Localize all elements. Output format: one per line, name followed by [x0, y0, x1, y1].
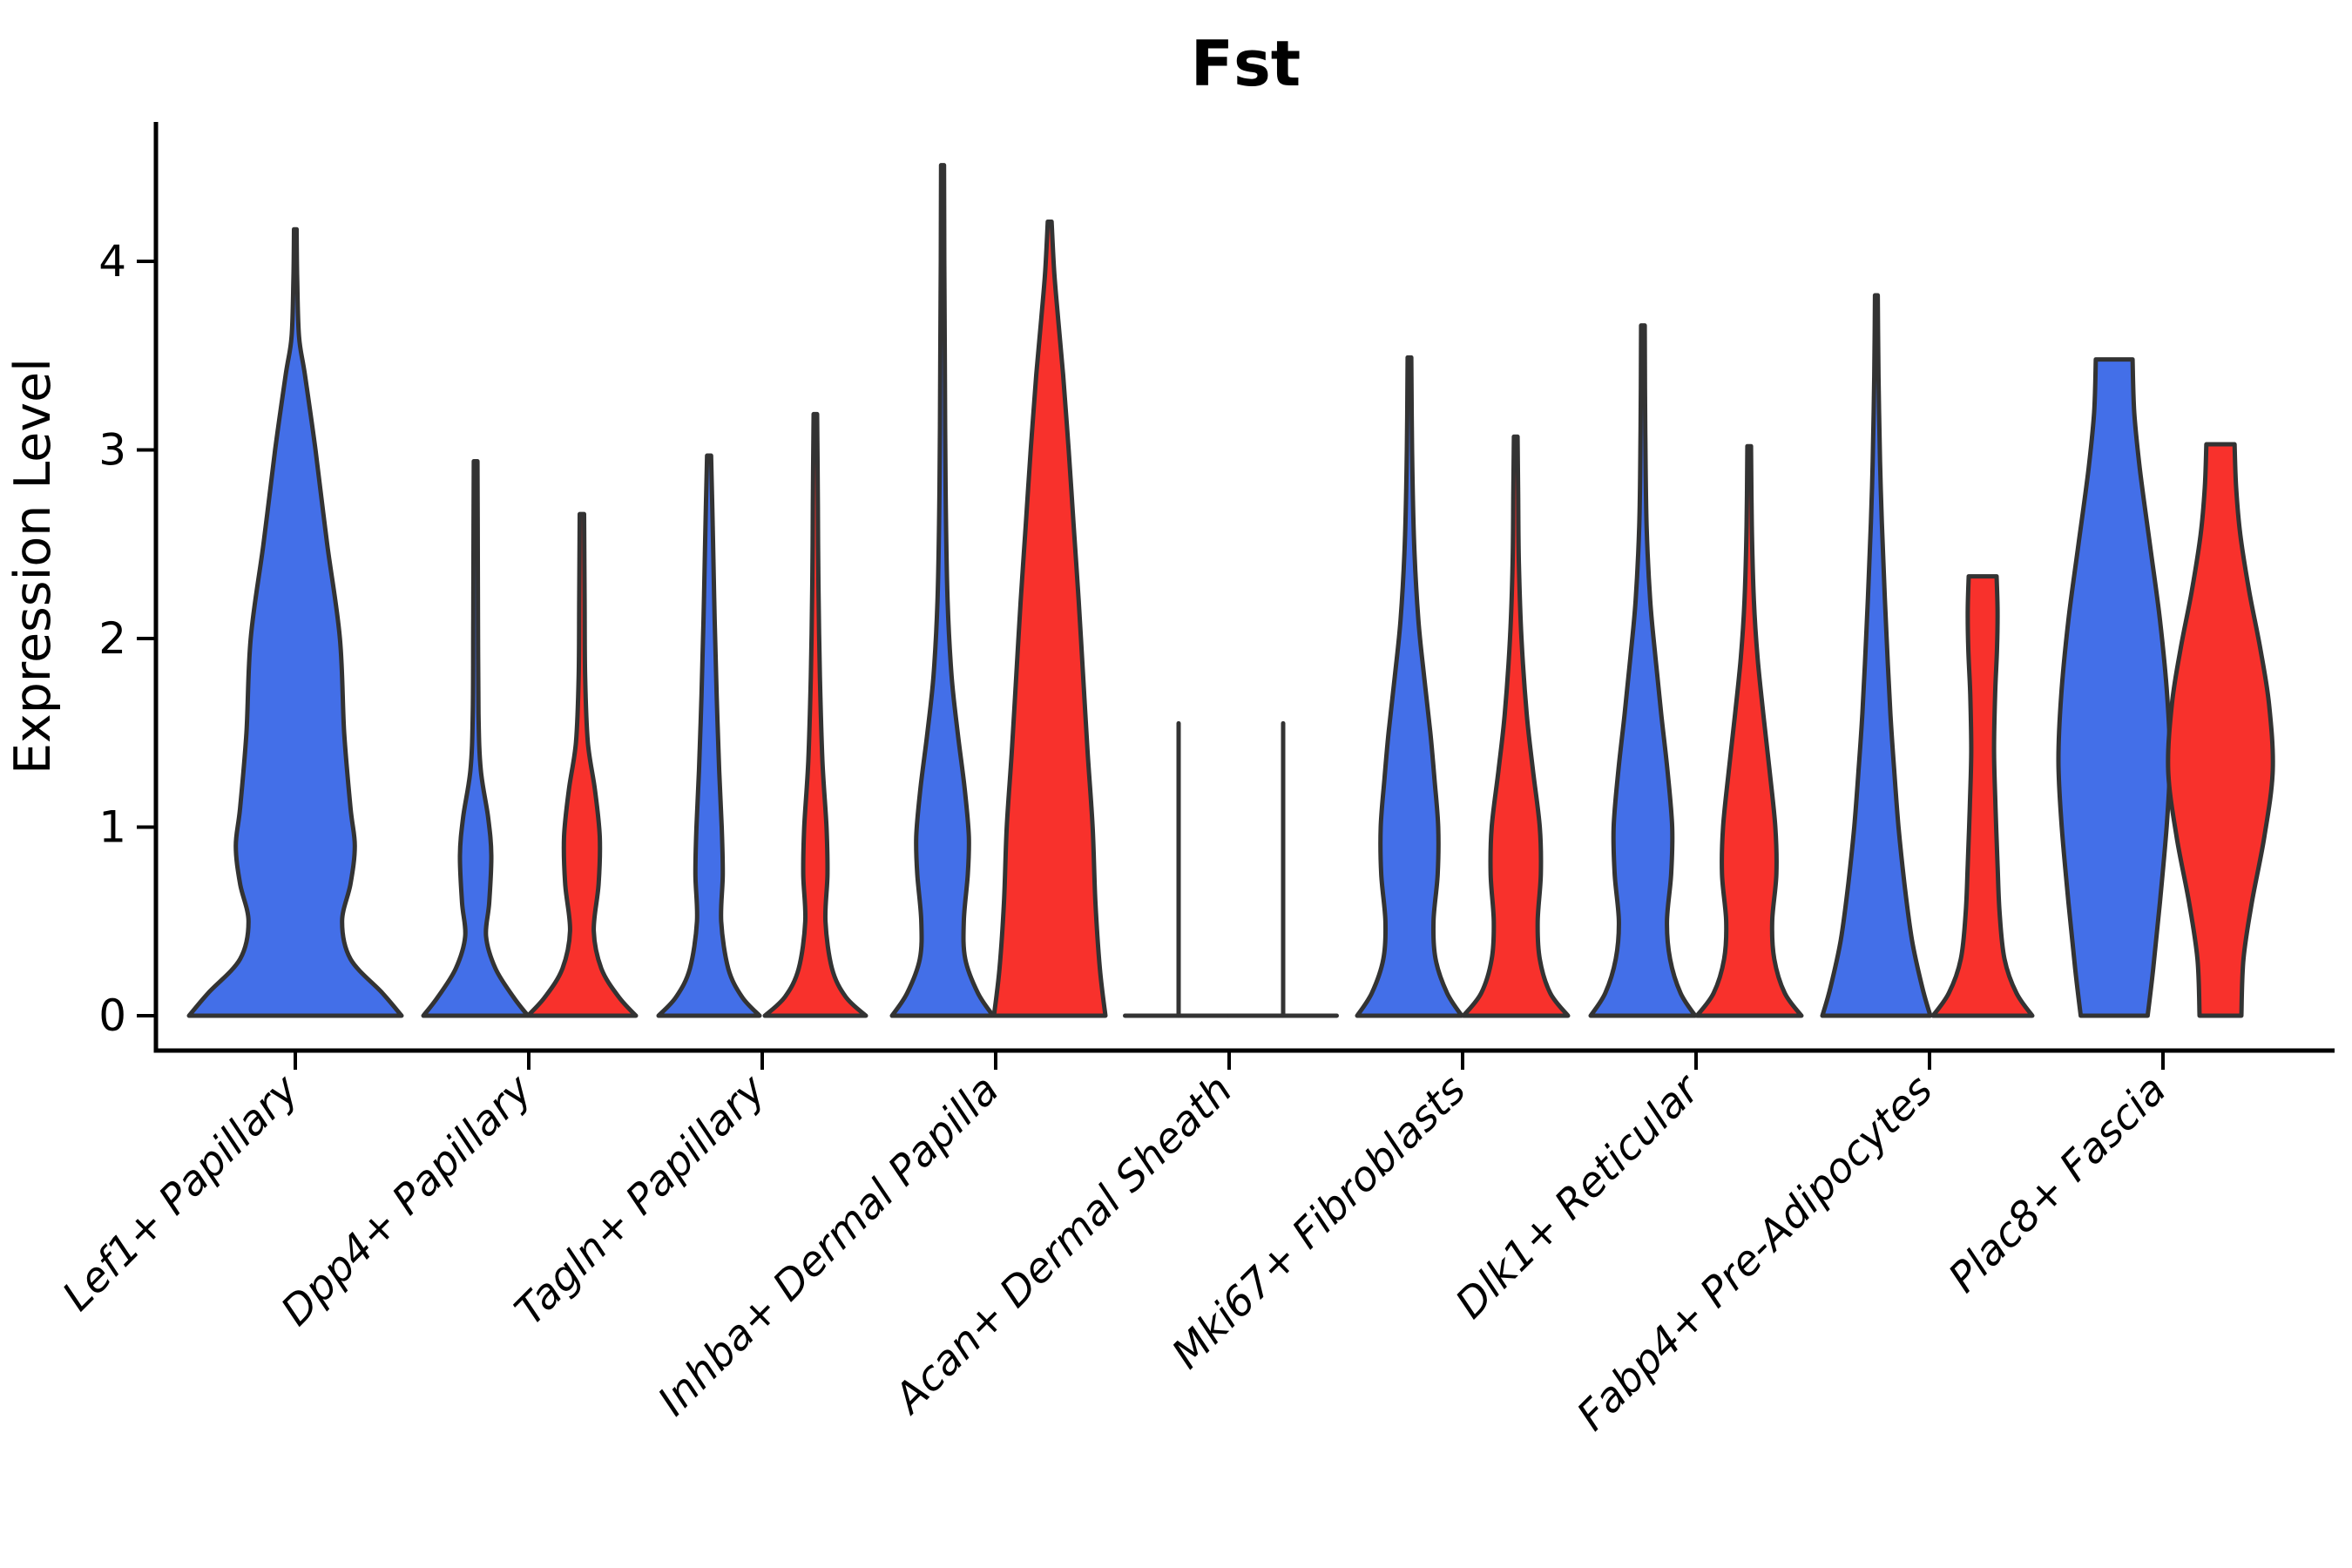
violin-group-lef1-papillary [186, 226, 404, 1018]
violin-dlk1-reticular-red [1694, 443, 1804, 1018]
x-tick-label-lef1-papillary: Lef1+ Papillary [53, 1065, 308, 1321]
violin-plac8-fascia-red [2166, 442, 2275, 1018]
violin-group-plac8-fascia [2056, 357, 2275, 1018]
violin-fabp4-pre-adipocytes-red [1930, 574, 2035, 1018]
x-tick-label-dlk1-reticular: Dlk1+ Reticular [1447, 1064, 1711, 1328]
violin-group-dpp4-papillary [421, 459, 639, 1018]
chart-title: Fst [1191, 27, 1301, 100]
violin-inhba-dermal-papilla-red [991, 220, 1108, 1018]
y-tick-label: 2 [98, 613, 126, 664]
violin-group-tagln-papillary [656, 411, 868, 1018]
violin-plac8-fascia-blue [2056, 357, 2173, 1018]
violin-inhba-dermal-papilla-blue [889, 163, 996, 1018]
violin-dpp4-papillary-red [525, 511, 639, 1018]
violin-group-mki67-fibroblasts [1355, 355, 1571, 1018]
violin-tagln-papillary-blue [656, 453, 762, 1018]
violin-lef1-papillary-blue [186, 226, 404, 1018]
x-tick-label-plac8-fascia: Plac8+ Fascia [1939, 1066, 2175, 1302]
x-tick-label-dpp4-papillary: Dpp4+ Papillary [272, 1065, 542, 1335]
violin-tagln-papillary-red [762, 411, 868, 1018]
violins-layer [186, 163, 2275, 1018]
violin-mki67-fibroblasts-blue [1355, 355, 1464, 1018]
y-tick-label: 0 [98, 990, 126, 1041]
violin-fabp4-pre-adipocytes-blue [1820, 293, 1933, 1018]
y-tick-label: 3 [98, 425, 126, 476]
y-axis-label: Expression Level [4, 358, 62, 774]
violin-group-dlk1-reticular [1588, 323, 1804, 1018]
violin-group-inhba-dermal-papilla [889, 163, 1108, 1018]
x-tick-label-tagln-papillary: Tagln+ Papillary [506, 1065, 776, 1335]
violin-mki67-fibroblasts-red [1461, 434, 1571, 1018]
violin-dlk1-reticular-blue [1588, 323, 1698, 1018]
violin-dpp4-papillary-blue [421, 459, 531, 1018]
y-tick-label: 1 [98, 802, 126, 853]
violin-group-fabp4-pre-adipocytes [1820, 293, 2035, 1018]
violin-group-acan-dermal-sheath [1123, 720, 1339, 1018]
y-tick-label: 4 [98, 236, 126, 287]
